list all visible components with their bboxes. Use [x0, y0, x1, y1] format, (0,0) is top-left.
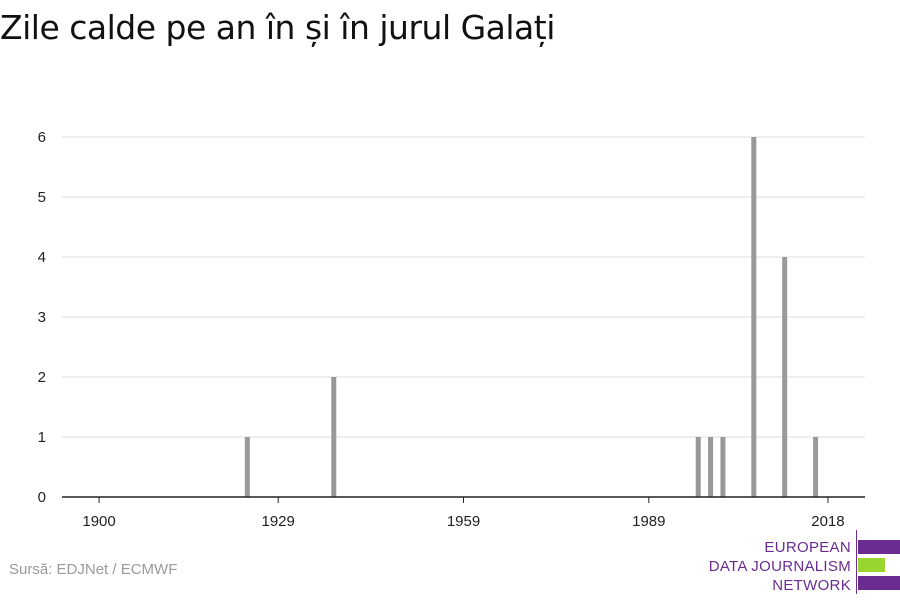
source-note: Sursă: EDJNet / ECMWF: [9, 561, 178, 578]
y-tick-label: 6: [38, 129, 46, 146]
logo-line-2: DATA JOURNALISM: [708, 558, 851, 575]
y-tick-labels: 0 1 2 3 4 5 6: [38, 129, 46, 506]
bars: [244, 137, 819, 497]
chart-title: Zile calde pe an în și în jurul Galați: [0, 8, 555, 47]
x-tick-label: 1959: [447, 513, 480, 530]
bar: [331, 377, 337, 497]
x-tick-label: 1929: [262, 513, 295, 530]
bar-chart: 0 1 2 3 4 5 6 1900 1929 1959 1989 2018: [38, 129, 865, 530]
bar: [720, 437, 726, 497]
logo-bar-green: [858, 558, 885, 572]
edjnet-logo: EUROPEAN DATA JOURNALISM NETWORK: [700, 530, 900, 595]
y-tick-label: 5: [38, 189, 46, 206]
logo-text: EUROPEAN DATA JOURNALISM NETWORK: [709, 538, 851, 595]
y-tick-label: 4: [38, 249, 46, 266]
bar: [813, 437, 819, 497]
logo-divider: [856, 530, 857, 594]
x-tick-labels: 1900 1929 1959 1989 2018: [82, 513, 844, 530]
x-tick-label: 2018: [811, 513, 844, 530]
bar: [695, 437, 701, 497]
bar: [708, 437, 714, 497]
logo-line-1: EUROPEAN: [764, 539, 851, 556]
bar: [244, 437, 250, 497]
y-tick-label: 0: [38, 489, 46, 506]
bar: [751, 137, 757, 497]
y-tick-label: 1: [38, 429, 46, 446]
y-tick-label: 3: [38, 309, 46, 326]
x-tick-label: 1900: [82, 513, 115, 530]
grid-lines: [62, 136, 865, 438]
axes: [62, 496, 865, 503]
bar: [782, 257, 788, 497]
logo-bar-purple-top: [858, 540, 900, 554]
logo-line-3: NETWORK: [772, 577, 851, 594]
x-tick-label: 1989: [632, 513, 665, 530]
logo-bar-purple-bottom: [858, 576, 900, 590]
y-tick-label: 2: [38, 369, 46, 386]
